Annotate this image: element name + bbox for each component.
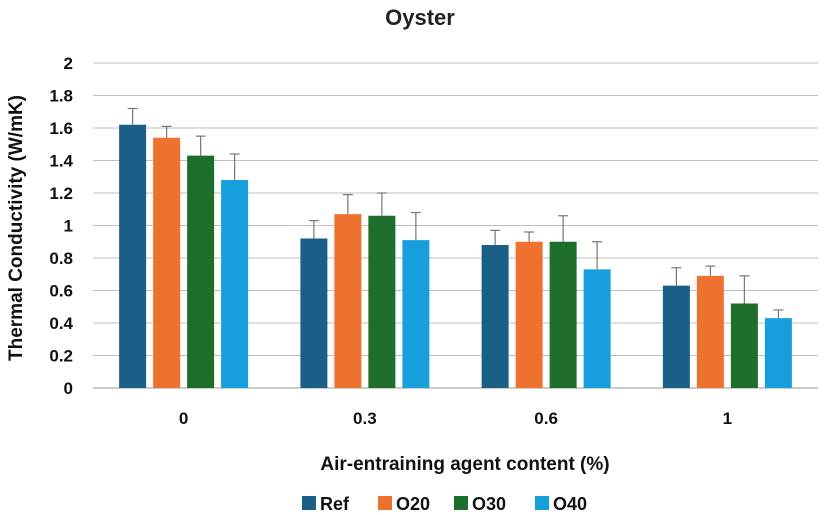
x-tick-label: 0.3 [353, 409, 377, 428]
bar-ref-0.3 [300, 238, 328, 388]
legend-label: Ref [320, 494, 350, 514]
bar-ref-0.6 [481, 245, 509, 388]
legend-item-o40: O40 [535, 494, 587, 514]
bar-o30-0.6 [549, 241, 577, 388]
y-tick-label: 2 [64, 54, 73, 73]
bar-o40-0.6 [583, 269, 611, 388]
error-bars [127, 107, 784, 319]
bar-ref-0 [119, 124, 147, 388]
y-tick-label: 0 [64, 379, 73, 398]
bar-o30-0.3 [368, 215, 396, 388]
error-bar [739, 275, 750, 304]
x-tick-label: 1 [723, 409, 732, 428]
y-tick-label: 1.2 [49, 184, 73, 203]
chart-title: Oyster [385, 5, 455, 30]
x-axis-ticks: 0 0.3 0.6 1 [179, 409, 732, 428]
bar-o40-1 [764, 318, 792, 388]
error-bar [524, 231, 535, 242]
bar-ref-1 [662, 285, 690, 388]
x-tick-label: 0 [179, 409, 188, 428]
y-tick-label: 1.4 [49, 152, 73, 171]
error-bar [410, 211, 421, 241]
bar-o20-0 [153, 137, 181, 388]
bar-o20-1 [696, 275, 724, 388]
error-bar [558, 215, 569, 242]
error-bar [705, 265, 716, 276]
bar-o40-0.3 [402, 240, 430, 388]
legend-item-o30: O30 [454, 494, 506, 514]
error-bar [773, 309, 784, 319]
legend-label: O20 [396, 494, 430, 514]
error-bar [342, 194, 353, 215]
y-tick-label: 1.6 [49, 119, 73, 138]
y-tick-label: 1.8 [49, 87, 73, 106]
bar-o30-1 [730, 303, 758, 388]
legend-label: O30 [472, 494, 506, 514]
legend-item-ref: Ref [302, 494, 350, 514]
error-bar [229, 153, 240, 180]
x-axis-label: Air-entraining agent content (%) [320, 454, 609, 475]
legend-swatch [454, 496, 468, 510]
error-bar [376, 192, 387, 216]
error-bar [161, 125, 172, 138]
y-tick-label: 0.2 [49, 347, 73, 366]
error-bar [308, 220, 319, 239]
y-axis-ticks: 0 0.2 0.4 0.6 0.8 1 1.2 1.4 1.6 1.8 2 [49, 54, 73, 398]
bar-o20-0.6 [515, 241, 543, 388]
y-tick-label: 0.6 [49, 282, 73, 301]
error-bar [671, 267, 682, 286]
bars [119, 124, 792, 388]
legend-swatch [378, 496, 392, 510]
y-tick-label: 0.8 [49, 249, 73, 268]
y-tick-label: 1 [64, 217, 73, 236]
bar-o20-0.3 [334, 214, 362, 388]
legend-swatch [535, 496, 549, 510]
error-bar [127, 107, 138, 125]
y-tick-label: 0.4 [49, 314, 73, 333]
bar-o30-0 [187, 155, 215, 388]
error-bar [195, 135, 206, 156]
x-tick-label: 0.6 [534, 409, 558, 428]
legend-label: O40 [553, 494, 587, 514]
error-bar [490, 229, 501, 245]
legend-item-o20: O20 [378, 494, 430, 514]
legend: Ref O20 O30 O40 [302, 494, 587, 514]
y-axis-label: Thermal Conductivity (W/mK) [6, 95, 27, 361]
error-bar [592, 241, 603, 270]
legend-swatch [302, 496, 316, 510]
bar-o40-0 [221, 180, 249, 388]
